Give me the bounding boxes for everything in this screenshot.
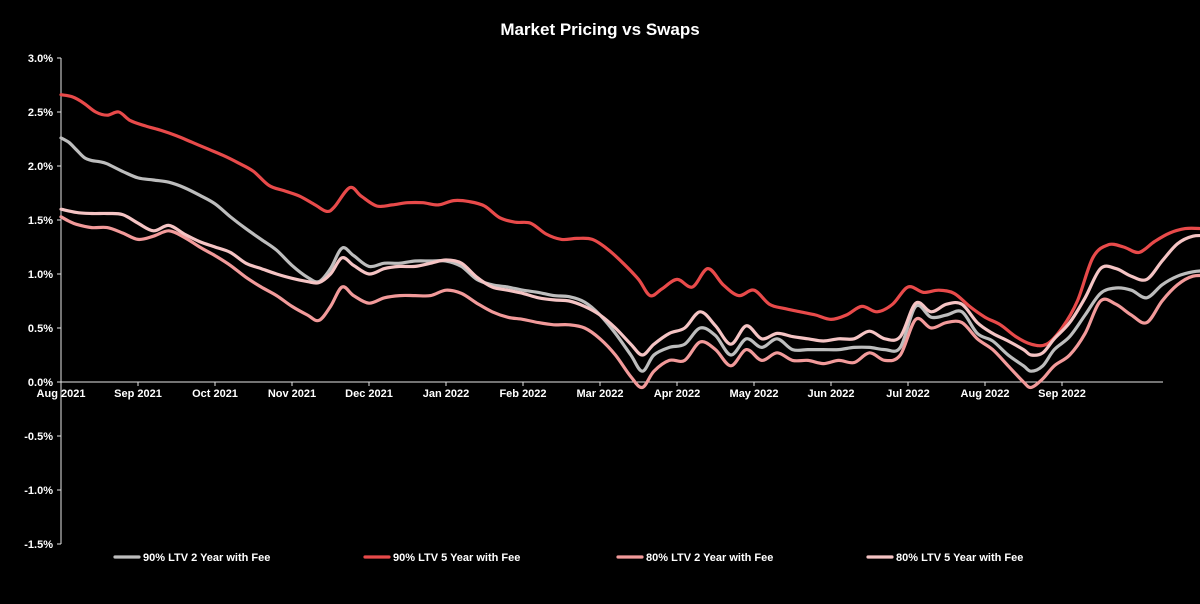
y-tick-label: -1.5% <box>24 539 53 551</box>
x-tick-label: Feb 2022 <box>499 388 546 400</box>
x-tick-label: Jun 2022 <box>807 388 854 400</box>
x-tick-label: Sep 2021 <box>114 388 162 400</box>
y-tick-label: 0.5% <box>28 323 53 335</box>
x-tick-label: Aug 2022 <box>961 388 1010 400</box>
x-tick-label: Oct 2021 <box>192 388 238 400</box>
legend-label-4: 80% LTV 5 Year with Fee <box>896 552 1023 564</box>
x-tick-label: Mar 2022 <box>576 388 623 400</box>
series-line-3 <box>59 215 1200 390</box>
x-tick-label: May 2022 <box>730 388 779 400</box>
x-tick-label: Jul 2022 <box>886 388 929 400</box>
x-tick-label: Nov 2021 <box>268 388 316 400</box>
x-tick-label: Aug 2021 <box>37 388 86 400</box>
series-line-2 <box>59 93 1200 348</box>
x-tick-label: Dec 2021 <box>345 388 393 400</box>
legend-label-2: 90% LTV 5 Year with Fee <box>393 552 520 564</box>
y-tick-label: 2.0% <box>28 161 53 173</box>
x-tick-label: Jan 2022 <box>423 388 469 400</box>
y-tick-label: 1.0% <box>28 269 53 281</box>
x-tick-label: Apr 2022 <box>654 388 700 400</box>
series-line-1 <box>59 136 1200 373</box>
series-line-4 <box>59 207 1200 357</box>
y-tick-label: 2.5% <box>28 107 53 119</box>
legend-label-3: 80% LTV 2 Year with Fee <box>646 552 773 564</box>
y-tick-label: -1.0% <box>24 485 53 497</box>
y-tick-label: -0.5% <box>24 431 53 443</box>
y-tick-label: 0.0% <box>28 377 53 389</box>
y-tick-label: 3.0% <box>28 53 53 65</box>
x-tick-label: Sep 2022 <box>1038 388 1086 400</box>
chart-title: Market Pricing vs Swaps <box>500 20 700 39</box>
legend-label-1: 90% LTV 2 Year with Fee <box>143 552 270 564</box>
y-tick-label: 1.5% <box>28 215 53 227</box>
